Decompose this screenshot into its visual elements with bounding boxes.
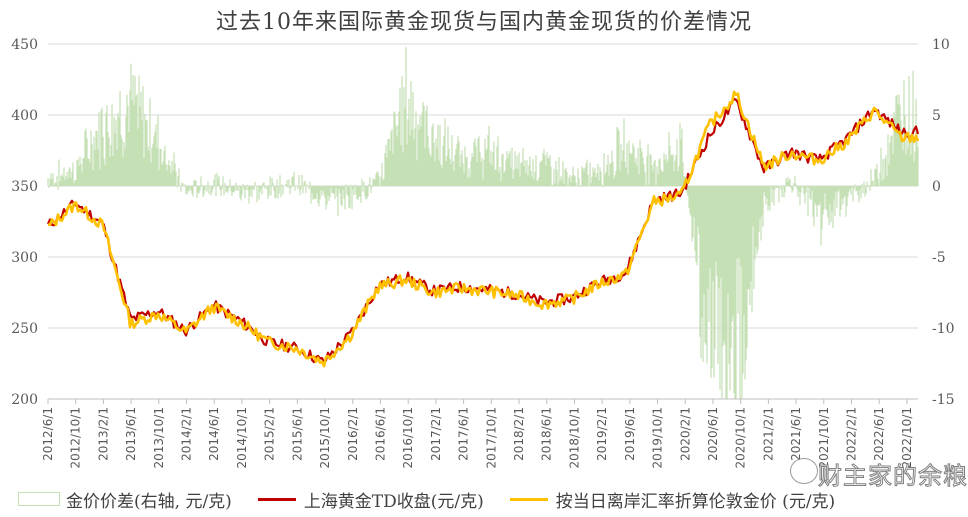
x-tick-label: 2021/10/1 bbox=[817, 407, 831, 469]
x-tick-label: 2020/2/1 bbox=[678, 407, 692, 461]
y-right-tick-label: 0 bbox=[932, 179, 941, 195]
y-right-tick-label: 10 bbox=[932, 37, 950, 53]
legend-item-spread: 金价价差(右轴, 元/克) bbox=[18, 487, 232, 512]
x-tick-label: 2019/2/1 bbox=[595, 407, 609, 461]
x-tick-label: 2014/6/1 bbox=[207, 407, 221, 461]
x-tick-label: 2013/2/1 bbox=[96, 407, 110, 461]
x-tick-label: 2012/10/1 bbox=[69, 407, 83, 469]
y-right-tick-label: -15 bbox=[932, 392, 955, 408]
x-tick-label: 2013/6/1 bbox=[124, 407, 138, 461]
x-tick-label: 2020/10/1 bbox=[734, 407, 748, 469]
wechat-logo-icon bbox=[790, 458, 818, 484]
x-tick-label: 2018/2/1 bbox=[512, 407, 526, 461]
legend-item-london: 按当日离岸汇率折算伦敦金价 (元/克) bbox=[509, 487, 836, 512]
x-tick-label: 2016/6/1 bbox=[373, 407, 387, 461]
spread-area-series bbox=[47, 46, 919, 399]
x-tick-label: 2017/10/1 bbox=[484, 407, 498, 469]
y-right-tick-label: 5 bbox=[932, 108, 941, 124]
x-tick-label: 2019/10/1 bbox=[651, 407, 665, 469]
chart-title: 过去10年来国际黄金现货与国内黄金现货的价差情况 bbox=[216, 10, 752, 35]
legend-swatch-shanghai-td bbox=[257, 497, 296, 501]
x-tick-label: 2015/10/1 bbox=[318, 407, 332, 469]
x-tick-label: 2022/6/1 bbox=[872, 407, 886, 461]
x-tick-label: 2012/6/1 bbox=[41, 407, 55, 461]
x-tick-label: 2016/2/1 bbox=[346, 407, 360, 461]
legend-swatch-spread bbox=[18, 492, 60, 506]
legend-swatch-london bbox=[509, 497, 548, 501]
x-tick-label: 2021/6/1 bbox=[789, 407, 803, 461]
x-tick-label: 2021/2/1 bbox=[761, 407, 775, 461]
london-gold-line-series bbox=[47, 90, 920, 368]
x-tick-label: 2017/2/1 bbox=[429, 407, 443, 461]
y-right-tick-label: -5 bbox=[932, 250, 946, 266]
x-tick-label: 2018/6/1 bbox=[540, 407, 554, 461]
y-left-tick-label: 450 bbox=[11, 37, 38, 53]
x-tick-label: 2022/2/1 bbox=[845, 407, 859, 461]
x-tick-label: 2017/6/1 bbox=[457, 407, 471, 461]
x-tick-label: 2020/6/1 bbox=[706, 407, 720, 461]
x-tick-label: 2015/2/1 bbox=[263, 407, 277, 461]
y-left-tick-label: 200 bbox=[11, 392, 38, 408]
legend-label-shanghai-td: 上海黄金TD收盘(元/克) bbox=[303, 491, 484, 512]
y-left-tick-label: 250 bbox=[11, 321, 38, 337]
x-tick-label: 2019/6/1 bbox=[623, 407, 637, 461]
x-tick-label: 2022/10/1 bbox=[900, 407, 914, 469]
x-tick-label: 2014/10/1 bbox=[235, 407, 249, 469]
chart-legend: 金价价差(右轴, 元/克) 上海黄金TD收盘(元/克) 按当日离岸汇率折算伦敦金… bbox=[18, 486, 958, 512]
legend-label-london: 按当日离岸汇率折算伦敦金价 (元/克) bbox=[555, 491, 836, 512]
y-left-tick-label: 300 bbox=[11, 250, 38, 266]
x-tick-label: 2016/10/1 bbox=[401, 407, 415, 469]
watermark-text: 财主家的余粮 bbox=[818, 462, 968, 491]
x-tick-label: 2018/10/1 bbox=[567, 407, 581, 469]
legend-item-shanghai-td: 上海黄金TD收盘(元/克) bbox=[257, 487, 484, 512]
legend-label-spread: 金价价差(右轴, 元/克) bbox=[66, 491, 232, 512]
y-right-tick-label: -10 bbox=[932, 321, 955, 337]
y-left-tick-label: 350 bbox=[11, 179, 38, 195]
x-tick-label: 2015/6/1 bbox=[290, 407, 304, 461]
y-left-tick-label: 400 bbox=[11, 108, 38, 124]
x-tick-label: 2013/10/1 bbox=[152, 407, 166, 469]
shanghai-td-line-series bbox=[46, 98, 920, 364]
x-tick-label: 2014/2/1 bbox=[180, 407, 194, 461]
